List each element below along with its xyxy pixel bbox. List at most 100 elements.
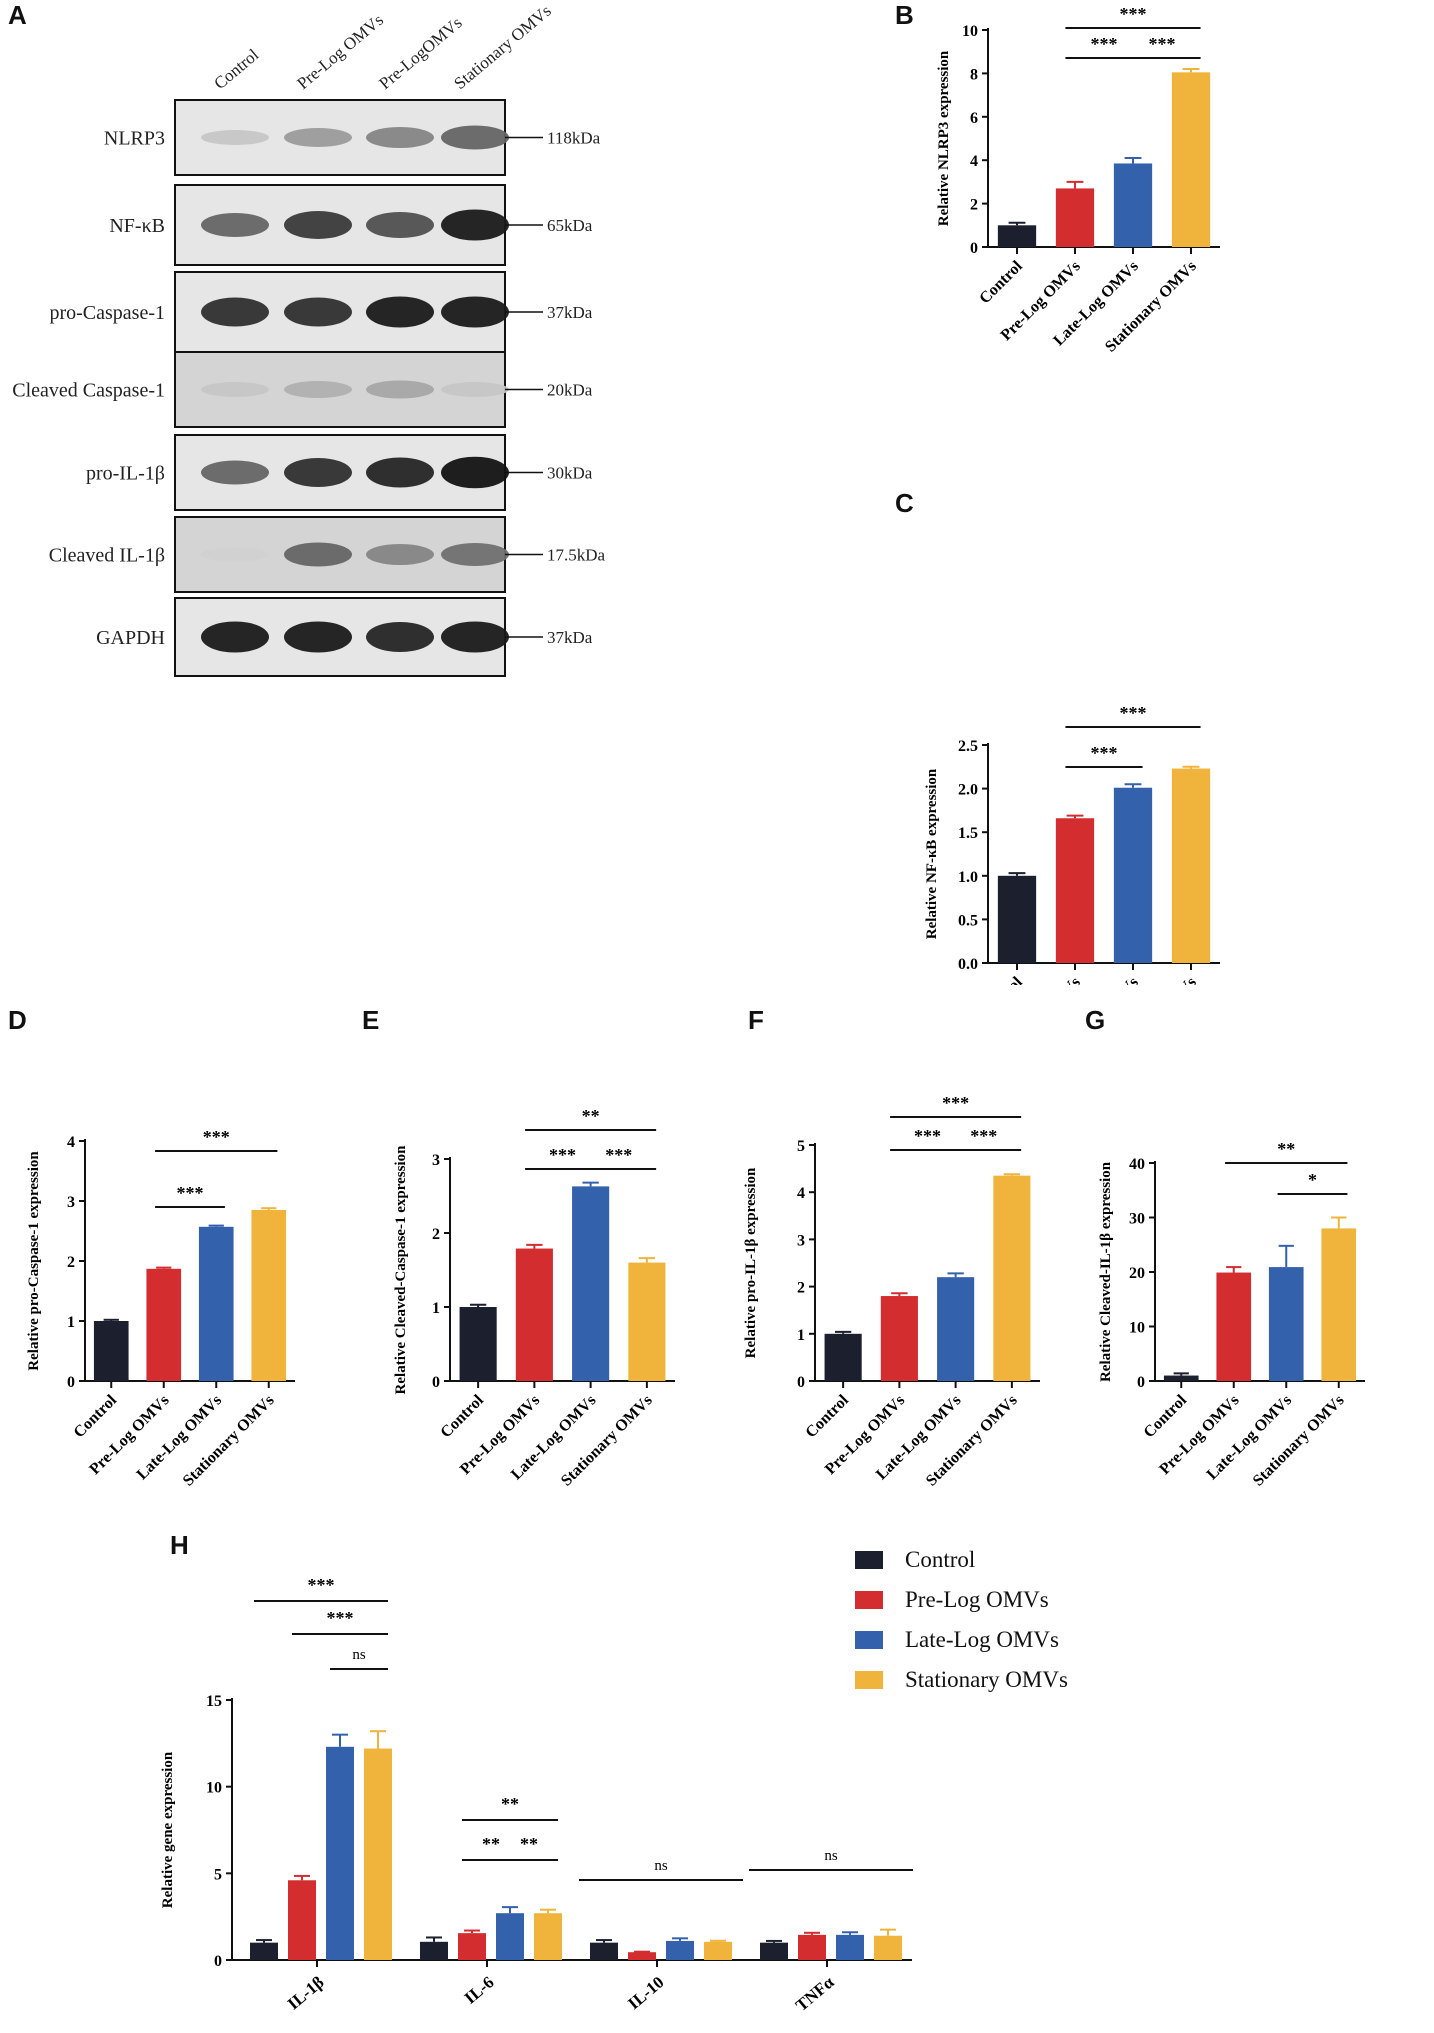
y-axis-label: Relative pro-Caspase-1 expression [26,1151,42,1371]
sig-label: ** [482,1834,500,1854]
chart-h-legend: Control Pre-Log OMVs Late-Log OMVs Stati… [855,1540,1068,1700]
blot-row: NLRP3 118kDa [104,99,601,176]
bar [1163,1375,1199,1381]
y-tick-label: 4 [970,153,978,170]
y-tick-label: 1 [432,1300,440,1317]
y-tick-label: 2.5 [958,738,978,755]
plot-group: 0 1 2 3 4 5 Relative pro-IL-1β expression Contr… [743,1093,1040,1490]
size-label: 37kDa [547,303,593,322]
bar [1216,1272,1252,1381]
y-tick-label: 1.5 [958,825,978,842]
blot-band [201,460,269,485]
y-tick-label: 10 [962,23,978,40]
blot-band [366,127,434,148]
bar [1171,72,1211,247]
y-tick-label: 10 [206,1780,222,1797]
y-tick-label: 1.0 [958,869,978,886]
bar [198,1226,234,1381]
y-tick-label: 6 [970,110,978,127]
y-tick-label: 3 [432,1152,440,1169]
legend-item-stationary: Stationary OMVs [855,1660,1068,1700]
sig-label: *** [1120,4,1147,24]
bar [534,1913,562,1960]
protein-label: Cleaved IL-1β [49,545,165,567]
bar [798,1934,826,1960]
blot-band [441,125,509,150]
y-tick-label: 0.5 [958,912,978,929]
y-axis-label: Relative Cleaved-IL-1β expression [1098,1161,1114,1382]
legend-label: Late-Log OMVs [905,1627,1059,1652]
x-tick-label: Control [802,1391,852,1441]
y-tick-label: 1 [797,1327,805,1344]
y-tick-label: 0 [797,1374,805,1391]
sig-label: *** [308,1575,335,1595]
panel-letter-b: B [895,0,914,30]
y-tick-label: 15 [206,1693,222,1710]
chart-d-pro-caspase1: 0 1 2 3 4 Relative pro-Caspase-1 expression Co… [26,1127,295,1490]
plot-group: 0.0 0.5 1.0 1.5 2.0 2.5 Relative NF-κB express… [924,703,1220,985]
bar [704,1941,732,1960]
x-tick-label: IL-1β [284,1972,328,2013]
blot-band [441,543,509,566]
blot-row: NF-κB 65kDa [109,184,593,266]
size-label: 20kDa [547,381,593,400]
blot-band [441,382,509,397]
blot-band [366,380,434,399]
sig-label: *** [203,1127,230,1147]
blot-band [201,297,269,327]
sig-label: *** [914,1126,941,1146]
blot-band [201,213,269,237]
blot-band [441,621,509,653]
bar [1055,818,1095,963]
sig-label: ** [582,1106,600,1126]
bar [760,1942,788,1960]
bar [1321,1228,1357,1381]
bar [628,1952,656,1960]
y-tick-label: 0 [67,1374,75,1391]
size-label: 118kDa [547,129,601,148]
blot-band [366,296,434,328]
y-axis-label: Relative pro-IL-1β expression [743,1167,759,1358]
y-tick-label: 30 [1129,1211,1145,1228]
blot-band [201,621,269,653]
sig-label: *** [942,1093,969,1113]
bar [420,1941,448,1960]
bar [515,1248,553,1381]
protein-label: Cleaved Caspase-1 [12,380,165,402]
y-tick-label: 5 [214,1866,222,1883]
plot-group: 0 1 2 3 Relative Cleaved-Caspase-1 expressio… [393,1106,675,1490]
y-tick-label: 8 [970,66,978,83]
blot-row: pro-Caspase-1 37kDa [49,271,593,353]
x-tick-label: TNFα [792,1972,838,2015]
bar [1171,768,1211,963]
bar [459,1307,497,1381]
x-tick-label: Stationary OMVs [1250,1392,1348,1490]
blot-band [201,130,269,145]
panel-letter-a: A [8,0,27,30]
bar [250,1942,278,1960]
bar [997,225,1037,247]
bar [993,1175,1031,1381]
lane-label: Stationary OMVs [450,1,554,93]
blot-row: Cleaved Caspase-1 20kDa [12,351,593,428]
sig-label: *** [177,1183,204,1203]
blot-row: pro-IL-1β 30kDa [86,434,593,511]
sig-label: ** [501,1794,519,1814]
sig-label: *** [970,1126,997,1146]
blot-row: Cleaved IL-1β 17.5kDa [49,516,606,593]
protein-label: pro-Caspase-1 [49,302,165,324]
y-tick-label: 0 [1137,1374,1145,1391]
bar [874,1935,902,1960]
y-tick-label: 0 [214,1953,222,1970]
x-tick-label: Control [71,1391,121,1441]
y-tick-label: 2 [970,197,978,214]
legend-label: Stationary OMVs [905,1667,1068,1692]
blot-band [284,297,352,327]
sig-label: * [1308,1170,1317,1190]
size-label: 37kDa [547,628,593,647]
bar [251,1210,287,1381]
y-tick-label: 10 [1129,1320,1145,1337]
western-blot-panel: Control Pre-Log OMVsPre-LogOMVsStationary… [12,1,606,677]
y-tick-label: 4 [797,1185,805,1202]
